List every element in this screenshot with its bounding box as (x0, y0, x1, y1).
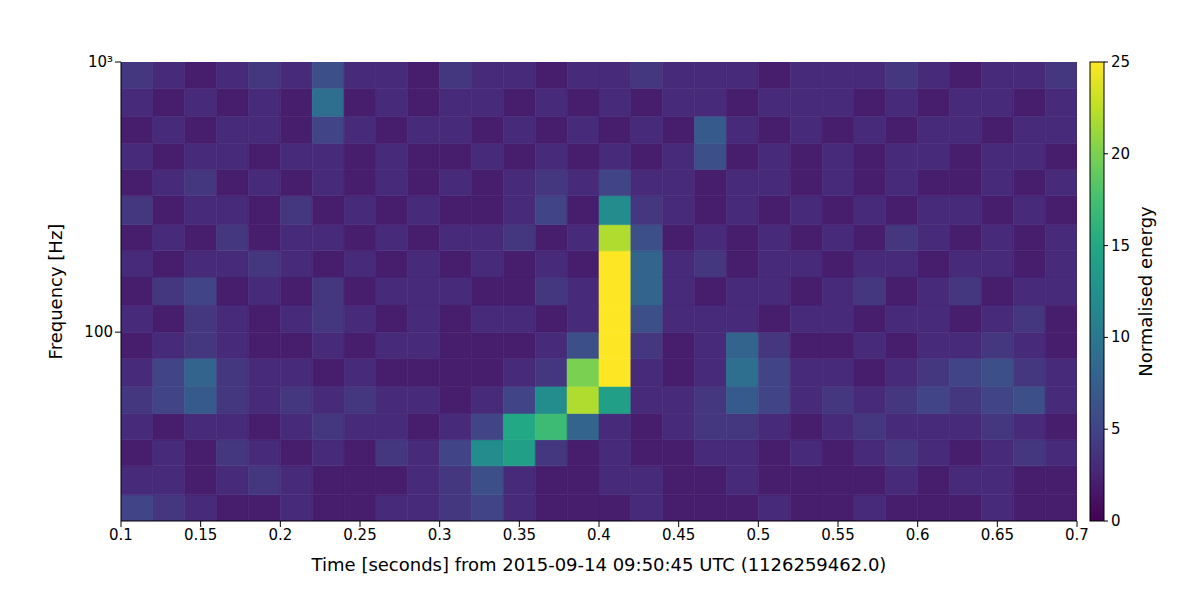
svg-text:0.35: 0.35 (503, 526, 536, 544)
svg-text:Frequency [Hz]: Frequency [Hz] (45, 224, 66, 360)
svg-text:0.1: 0.1 (109, 526, 133, 544)
svg-text:0.55: 0.55 (821, 526, 854, 544)
svg-text:0.5: 0.5 (746, 526, 770, 544)
svg-text:0.15: 0.15 (184, 526, 217, 544)
svg-text:0: 0 (1111, 512, 1121, 530)
svg-text:Time [seconds] from 2015-09-14: Time [seconds] from 2015-09-14 09:50:45 … (311, 554, 887, 575)
svg-text:10: 10 (1111, 328, 1130, 346)
svg-text:0.25: 0.25 (343, 526, 376, 544)
svg-text:0.4: 0.4 (587, 526, 611, 544)
svg-text:0.6: 0.6 (906, 526, 930, 544)
svg-text:Normalised energy: Normalised energy (1135, 206, 1156, 377)
svg-text:15: 15 (1111, 237, 1130, 255)
svg-text:0.65: 0.65 (981, 526, 1014, 544)
svg-text:10³: 10³ (88, 53, 113, 71)
svg-text:100: 100 (84, 323, 113, 341)
svg-text:0.2: 0.2 (268, 526, 292, 544)
svg-text:0.7: 0.7 (1065, 526, 1089, 544)
svg-text:0.45: 0.45 (662, 526, 695, 544)
svg-text:20: 20 (1111, 145, 1130, 163)
svg-text:0.3: 0.3 (428, 526, 452, 544)
svg-text:25: 25 (1111, 53, 1130, 71)
svg-text:5: 5 (1111, 420, 1121, 438)
